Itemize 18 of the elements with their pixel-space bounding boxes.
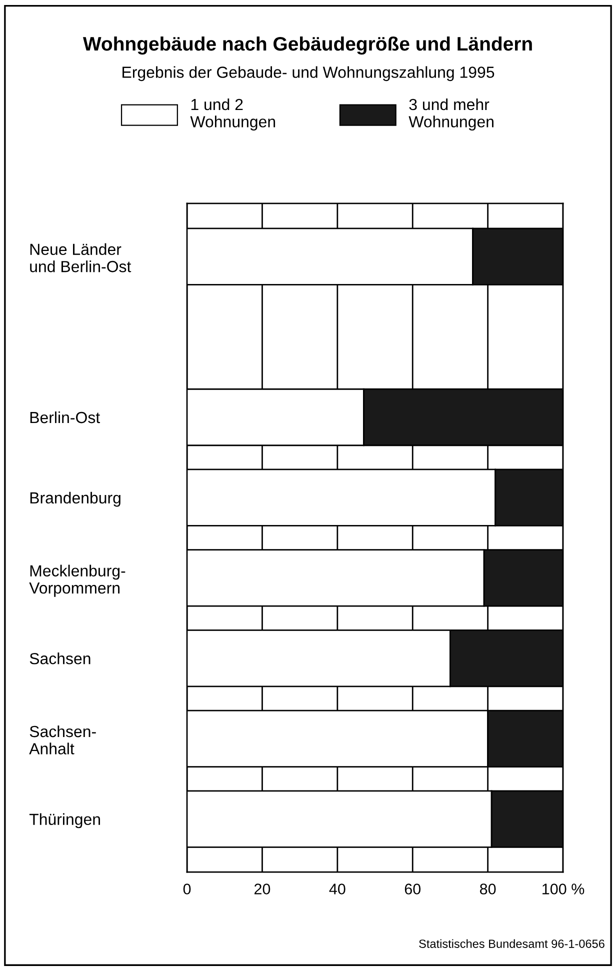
x-tick-label: 60 (404, 884, 421, 894)
x-tick-label: 100 % (542, 884, 584, 894)
y-tick-label: Thüringen (29, 813, 100, 828)
x-tick-label: 40 (329, 884, 346, 894)
y-tick-label: Mecklenburg- Vorpommern (29, 564, 126, 597)
y-tick-label: Neue Länder und Berlin-Ost (30, 243, 132, 272)
text: Statistisches Bundesamt 96-1-0656 (419, 939, 604, 948)
y-tick-label: Sachsen (30, 652, 90, 664)
y-tick-label: Brandenburg (30, 492, 120, 507)
legend-label: 3 und mehr Wohnungen (408, 98, 494, 131)
x-tick-label: 80 (480, 884, 496, 894)
x-tick-label: 0 (183, 884, 191, 894)
y-tick-label: Sachsen- Anhalt (29, 725, 96, 754)
x-tick-label: 20 (254, 884, 270, 894)
chart-title: Wohngebäude nach Gebäudegröße und Ländern (82, 36, 532, 55)
chart-subtitle: Ergebnis der Gebaude- und Wohnungszahlung 1995 (122, 66, 494, 82)
legend-label: 1 und 2 Wohnungen (190, 98, 276, 131)
y-tick-label: Berlin-Ost (30, 411, 100, 424)
